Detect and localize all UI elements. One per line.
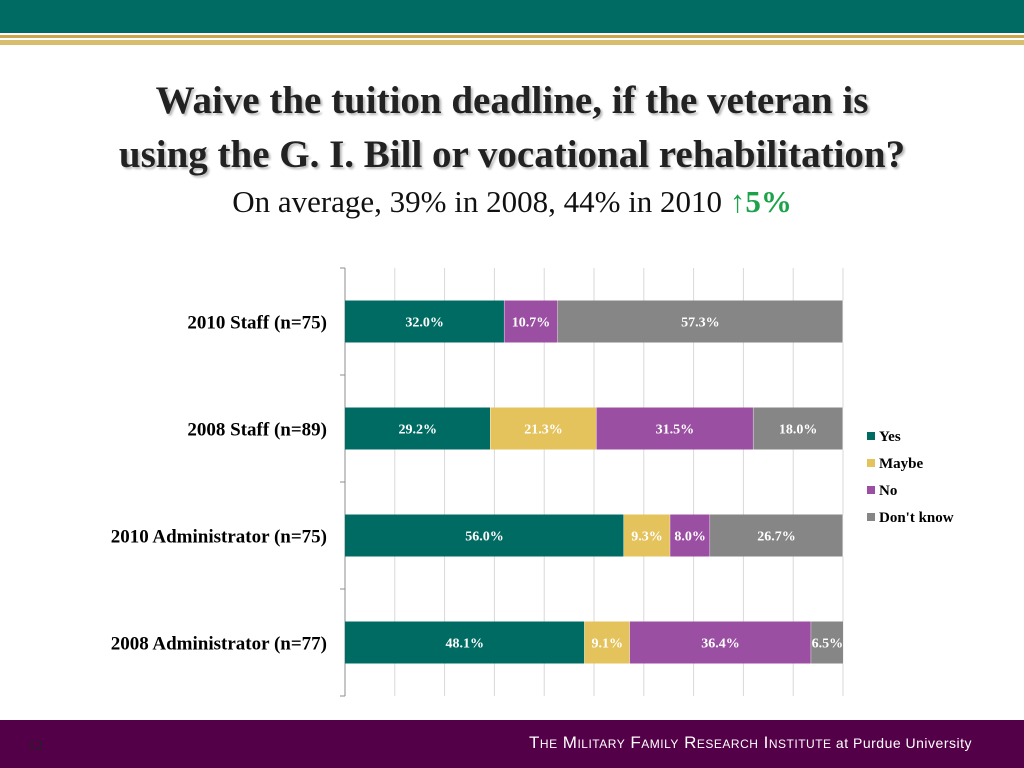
bar-segment xyxy=(670,514,711,557)
legend-swatch xyxy=(867,513,875,521)
data-label: 48.1% xyxy=(446,637,485,652)
bar-segment xyxy=(504,300,558,343)
bar-segment xyxy=(710,514,843,557)
bar-segment xyxy=(345,514,624,557)
data-label: 10.7% xyxy=(512,316,551,331)
bar-segment xyxy=(557,300,843,343)
subtitle-text: On average, 39% in 2008, 44% in 2010 xyxy=(232,184,730,219)
data-label: 57.3% xyxy=(681,316,720,331)
bar-segment xyxy=(629,621,812,664)
legend-label: No xyxy=(879,483,897,499)
bar-segment xyxy=(584,621,630,664)
legend-swatch xyxy=(867,486,875,494)
up-arrow-icon: ↑ xyxy=(729,184,746,219)
legend-label: Maybe xyxy=(879,456,924,472)
organization-name: The Military Family Research Institute a… xyxy=(529,733,972,753)
footer-band xyxy=(0,720,1024,768)
category-label: 2010 Administrator (n=75) xyxy=(111,527,327,548)
bar-segment xyxy=(623,514,671,557)
bar-segment xyxy=(345,621,585,664)
subtitle-change: 5% xyxy=(745,184,792,219)
organization-suffix: at Purdue University xyxy=(831,735,972,751)
legend-swatch xyxy=(867,432,875,440)
title-line-2: using the G. I. Bill or vocational rehab… xyxy=(118,133,906,176)
bar-segment xyxy=(753,407,843,450)
organization-main: The Military Family Research Institute xyxy=(529,733,832,752)
data-label: 9.3% xyxy=(631,530,663,545)
top-gold-rule-lower xyxy=(0,40,1024,45)
category-label: 2010 Staff (n=75) xyxy=(187,313,327,334)
top-band xyxy=(0,0,1024,33)
legend-swatch xyxy=(867,459,875,467)
data-label: 56.0% xyxy=(465,530,504,545)
data-label: 36.4% xyxy=(701,637,740,652)
page-title: Waive the tuition deadline, if the veter… xyxy=(0,74,1024,182)
subtitle: On average, 39% in 2008, 44% in 2010 ↑5% xyxy=(0,182,1024,222)
title-line-1: Waive the tuition deadline, if the veter… xyxy=(155,79,869,122)
bar-segment xyxy=(811,621,844,664)
category-label: 2008 Staff (n=89) xyxy=(187,420,327,441)
page-number: 12 xyxy=(28,738,43,754)
data-label: 8.0% xyxy=(674,530,706,545)
bar-segment xyxy=(345,407,491,450)
bar-segment xyxy=(490,407,597,450)
bar-segment xyxy=(345,300,505,343)
stacked-bar-chart: 2010 Staff (n=75) 32.0% 10.7% 57.3% 2008 Sta… xyxy=(111,267,954,697)
category-label: 2008 Administrator (n=77) xyxy=(111,634,327,655)
legend-label: Yes xyxy=(879,429,901,445)
data-label: 18.0% xyxy=(779,423,818,438)
bar-segment xyxy=(596,407,754,450)
data-label: 26.7% xyxy=(757,530,796,545)
data-label: 31.5% xyxy=(656,423,695,438)
legend-label: Don't know xyxy=(879,510,954,526)
data-label: 32.0% xyxy=(405,316,444,331)
data-label: 9.1% xyxy=(591,637,623,652)
data-label: 29.2% xyxy=(398,423,437,438)
data-label: 21.3% xyxy=(524,423,563,438)
top-gold-rule xyxy=(0,35,1024,38)
data-label: 6.5% xyxy=(812,637,844,652)
